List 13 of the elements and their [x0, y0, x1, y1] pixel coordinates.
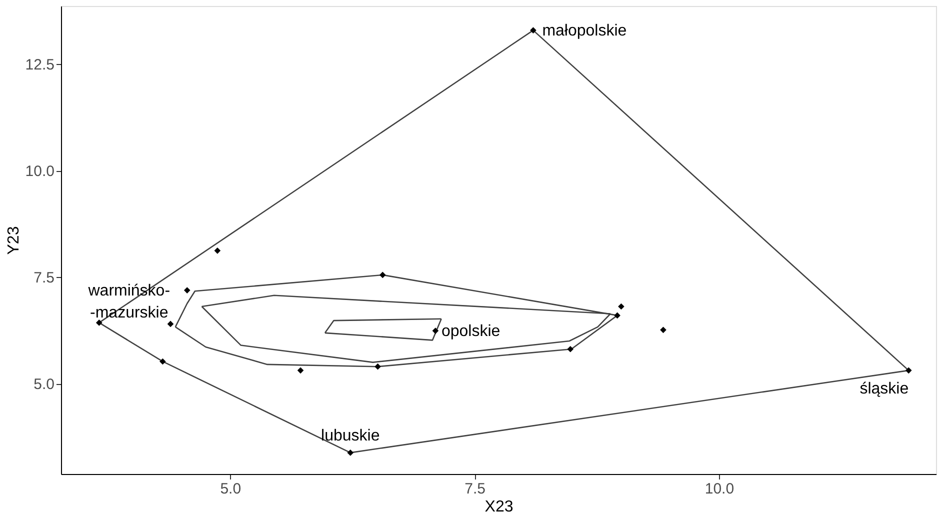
annotation: małopolskie [542, 22, 627, 40]
y-axis-title: Y23 [5, 226, 22, 255]
y-tick-label: 10.0 [25, 163, 54, 180]
x-axis-title: X23 [484, 498, 514, 516]
annotation: lubuskie [321, 428, 380, 445]
x-tick-label: 5.0 [220, 480, 242, 498]
annotation: śląskie [860, 380, 909, 398]
y-tick-label: 7.5 [34, 270, 54, 287]
x-tick-label: 10.0 [704, 480, 734, 498]
y-tick-label: 5.0 [34, 376, 54, 394]
y-tick-label: 12.5 [25, 56, 54, 74]
annotation: opolskie [441, 322, 500, 340]
x-tick-label: 7.5 [464, 480, 486, 498]
